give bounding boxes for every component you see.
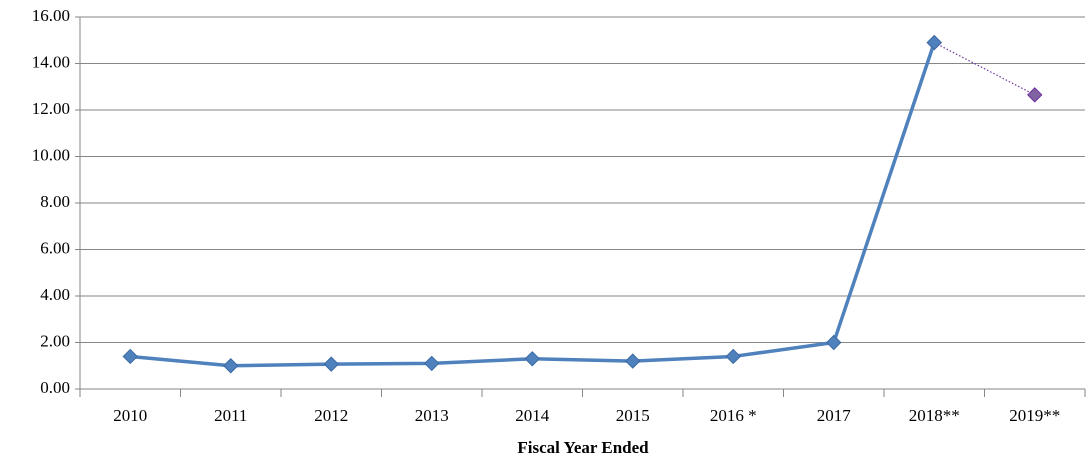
marker xyxy=(725,348,741,365)
y-tick-label: 4.00 xyxy=(40,285,70,304)
x-tick-label: 2018** xyxy=(909,406,960,425)
marker xyxy=(826,334,842,351)
x-tick-label: 2011 xyxy=(214,406,247,425)
marker xyxy=(926,34,942,51)
x-tick-label: 2016 * xyxy=(710,406,757,425)
series-line xyxy=(933,42,1036,96)
y-tick-label: 2.00 xyxy=(40,331,70,350)
marker xyxy=(424,355,440,372)
y-tick-label: 8.00 xyxy=(40,192,70,211)
marker xyxy=(223,358,239,374)
x-axis-title: Fiscal Year Ended xyxy=(517,438,649,457)
x-tick-label: 2012 xyxy=(314,406,348,425)
marker xyxy=(323,356,339,372)
y-tick-label: 16.00 xyxy=(32,6,70,25)
y-tick-label: 0.00 xyxy=(40,378,70,397)
marker xyxy=(524,351,540,367)
y-tick-label: 12.00 xyxy=(32,99,70,118)
marker xyxy=(1027,87,1043,103)
marker xyxy=(625,353,641,369)
y-tick-label: 6.00 xyxy=(40,238,70,257)
x-tick-label: 2019** xyxy=(1009,406,1060,425)
x-tick-label: 2014 xyxy=(515,406,550,425)
series-line xyxy=(130,42,936,368)
x-tick-label: 2015 xyxy=(616,406,650,425)
x-tick-label: 2010 xyxy=(113,406,147,425)
marker xyxy=(122,348,138,365)
x-tick-label: 2017 xyxy=(817,406,852,425)
y-tick-label: 10.00 xyxy=(32,145,70,164)
x-tick-label: 2013 xyxy=(415,406,449,425)
y-tick-label: 14.00 xyxy=(32,52,70,71)
